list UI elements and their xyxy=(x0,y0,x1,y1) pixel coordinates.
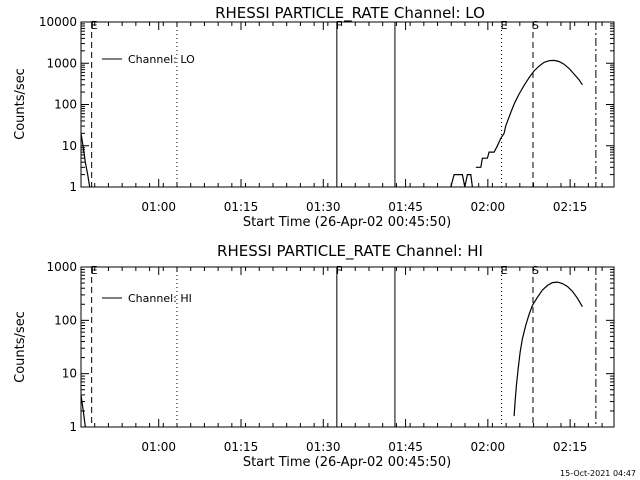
y-tick-label: 1 xyxy=(69,180,77,194)
x-tick-label: 01:45 xyxy=(388,200,423,214)
y-tick-label: 1 xyxy=(69,420,77,434)
chart-title: RHESSI PARTICLE_RATE Channel: HI xyxy=(217,242,483,261)
data-series xyxy=(81,59,583,187)
x-tick-label: 01:00 xyxy=(141,200,176,214)
y-tick-label: 10 xyxy=(62,139,77,153)
x-tick-label: 01:15 xyxy=(224,200,259,214)
y-axis-label: Counts/sec xyxy=(13,311,28,383)
footer-timestamp: 15-Oct-2021 04:47 xyxy=(560,469,636,478)
x-tick-label: 02:15 xyxy=(553,200,588,214)
chart-panel-lo: RHESSI PARTICLE_RATE Channel: LO Counts/… xyxy=(13,4,615,230)
legend: Channel: HI xyxy=(102,292,192,305)
series-line xyxy=(450,174,473,187)
x-tick-label: 02:15 xyxy=(553,440,588,454)
y-tick-label: 100 xyxy=(54,313,77,327)
chart-panel-hi: RHESSI PARTICLE_RATE Channel: HI Counts/… xyxy=(13,242,615,470)
x-tick-label: 01:00 xyxy=(141,440,176,454)
y-tick-label: 10 xyxy=(62,367,77,381)
marker-label: S xyxy=(532,264,539,277)
series-line xyxy=(513,281,583,417)
marker-label: E xyxy=(501,264,508,277)
axis-ticks: 1 10 100 1000 10000 01:00 01:15 01:30 01:45 02:00… xyxy=(39,15,614,214)
y-tick-label: 1000 xyxy=(46,260,77,274)
chart-title: RHESSI PARTICLE_RATE Channel: LO xyxy=(215,4,485,23)
legend-label: Channel: HI xyxy=(128,292,192,305)
x-tick-label: 01:45 xyxy=(388,440,423,454)
legend-label: Channel: LO xyxy=(128,53,195,66)
x-tick-label: 01:15 xyxy=(224,440,259,454)
x-tick-label: 01:30 xyxy=(306,200,341,214)
x-tick-label: 01:30 xyxy=(306,440,341,454)
x-tick-label: 02:00 xyxy=(471,200,506,214)
marker-label: F xyxy=(336,264,342,277)
marker-label: S xyxy=(532,19,539,32)
y-tick-label: 10000 xyxy=(39,15,77,29)
plot-frame xyxy=(80,266,615,428)
x-tick-label: 02:00 xyxy=(471,440,506,454)
x-axis-label: Start Time (26-Apr-02 00:45:50) xyxy=(243,455,451,470)
y-axis-label: Counts/sec xyxy=(13,68,28,140)
y-tick-label: 1000 xyxy=(46,56,77,70)
x-axis-label: Start Time (26-Apr-02 00:45:50) xyxy=(243,215,451,230)
marker-label: E xyxy=(501,19,508,32)
series-line xyxy=(81,133,91,187)
series-line xyxy=(475,59,583,168)
y-tick-label: 100 xyxy=(54,98,77,112)
axis-ticks: 1 10 100 1000 01:00 01:15 01:30 01:45 02:00 02:15 xyxy=(46,260,614,454)
marker-label: E xyxy=(91,19,98,32)
marker-label: F xyxy=(336,19,342,32)
legend: Channel: LO xyxy=(102,53,195,66)
marker-label: E xyxy=(91,264,98,277)
